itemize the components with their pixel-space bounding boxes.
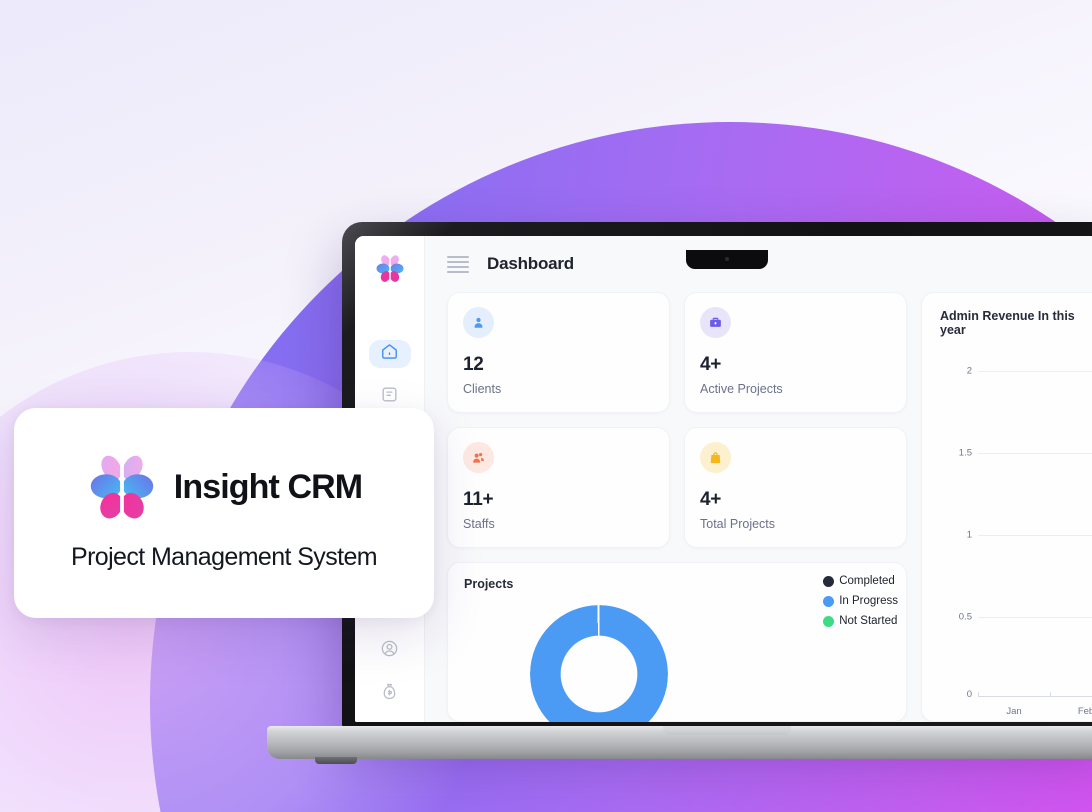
legend-dot-icon: [823, 575, 835, 587]
sidebar-item-revenue[interactable]: [369, 680, 411, 708]
x-axis-line: [978, 696, 1092, 697]
main-area: Dashboard: [425, 236, 1092, 722]
flower-logo-icon: [375, 254, 405, 284]
legend-label: Not Started: [839, 615, 898, 627]
laptop-foot: [315, 757, 357, 764]
legend-item-completed[interactable]: Completed: [823, 575, 898, 587]
briefcase-icon: [700, 307, 731, 338]
stat-card-grid: 12 Clients: [447, 292, 907, 548]
brand-overlay-card: Insight CRM Project Management System: [14, 408, 434, 618]
dashboard-content: 12 Clients: [425, 292, 1092, 722]
home-icon: [380, 342, 399, 366]
legend-item-not-started[interactable]: Not Started: [823, 615, 898, 627]
sidebar-item-clients[interactable]: [369, 637, 411, 665]
y-tick-label: 2: [966, 365, 972, 377]
y-tick-label: 1.5: [958, 447, 972, 459]
x-tick-mark: [1050, 692, 1051, 697]
stat-card-staffs[interactable]: 11+ Staffs: [447, 427, 670, 548]
revenue-chart-title: Admin Revenue In this year: [940, 309, 1075, 337]
left-column: 12 Clients: [447, 292, 907, 722]
projects-donut-chart[interactable]: [530, 605, 668, 722]
user-circle-icon: [380, 639, 399, 663]
flower-logo-icon: [86, 454, 158, 521]
y-tick-label: 0.5: [958, 611, 972, 623]
stat-card-active-projects[interactable]: 4+ Active Projects: [684, 292, 907, 413]
stat-value: 4+: [700, 489, 722, 510]
clipboard-icon: [380, 385, 399, 409]
legend-label: In Progress: [839, 595, 898, 607]
legend-dot-icon: [823, 615, 835, 627]
gridline: [978, 535, 1092, 536]
hamburger-icon[interactable]: [447, 255, 469, 273]
stat-value: 12: [463, 354, 484, 375]
crm-application: Dashboard: [355, 236, 1092, 722]
x-tick-label: Jan: [1006, 706, 1022, 717]
sidebar-item-projects[interactable]: [369, 382, 411, 410]
stat-label: Clients: [463, 382, 502, 396]
brand-row: Insight CRM: [86, 454, 363, 521]
users-icon: [463, 442, 494, 473]
projects-chart-legend: Completed In Progress Not: [823, 575, 898, 627]
laptop-notch: [686, 250, 768, 269]
sidebar-item-home[interactable]: [368, 340, 411, 369]
laptop-base-notch: [663, 726, 791, 735]
laptop-base: [267, 726, 1092, 764]
y-tick-label: 0: [966, 689, 972, 700]
brand-name: Insight CRM: [173, 468, 363, 506]
legend-item-in-progress[interactable]: In Progress: [823, 595, 898, 607]
projects-card-title: Projects: [464, 577, 514, 591]
stat-value: 4+: [700, 354, 722, 375]
stat-label: Staffs: [463, 517, 495, 531]
laptop-bezel: Dashboard: [342, 222, 1092, 730]
right-column: Admin Revenue In this year 2 1.5 1: [921, 292, 1092, 722]
y-tick-label: 1: [966, 529, 972, 541]
topbar: Dashboard: [425, 236, 1092, 292]
x-tick-mark: [978, 692, 979, 697]
laptop-screen: Dashboard: [355, 236, 1092, 722]
laptop-mockup: Dashboard: [267, 222, 1092, 764]
page-title: Dashboard: [487, 254, 574, 273]
brand-tagline: Project Management System: [71, 542, 378, 571]
projects-chart-card: Projects Completed In Progr: [447, 562, 907, 722]
gridline: [978, 371, 1092, 372]
stat-card-clients[interactable]: 12 Clients: [447, 292, 670, 413]
stat-label: Active Projects: [700, 382, 783, 396]
projects-donut-wrap: [464, 605, 890, 722]
camera-icon: [725, 257, 729, 261]
stat-value: 11+: [463, 489, 494, 510]
gridline: [978, 617, 1092, 618]
stat-card-total-projects[interactable]: 4+ Total Projects: [684, 427, 907, 548]
revenue-plot-area: 2 1.5 1 0.5 0: [940, 359, 1092, 721]
revenue-chart-card: Admin Revenue In this year 2 1.5 1: [921, 292, 1092, 722]
legend-label: Completed: [839, 575, 895, 587]
x-tick-label: Feb: [1077, 706, 1092, 717]
user-icon: [463, 307, 494, 338]
gridline: [978, 453, 1092, 454]
legend-dot-icon: [823, 595, 835, 607]
money-bag-icon: [380, 682, 399, 706]
stat-label: Total Projects: [700, 517, 776, 531]
shopping-bag-icon: [700, 442, 731, 473]
